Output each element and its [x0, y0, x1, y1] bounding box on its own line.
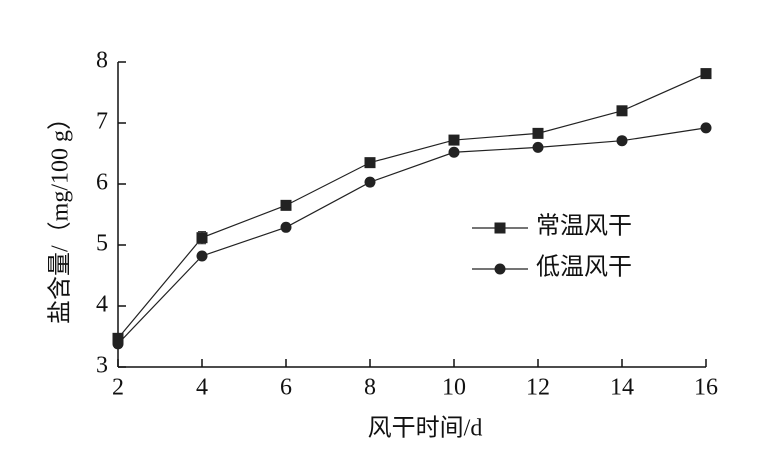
data-point — [700, 122, 712, 134]
legend-label: 低温风干 — [536, 254, 632, 281]
y-tick-label: 3 — [96, 353, 108, 379]
data-point — [364, 176, 376, 188]
x-tick-label: 8 — [364, 375, 376, 401]
series-line — [117, 127, 707, 345]
data-point — [700, 68, 712, 80]
legend-label: 常温风干 — [536, 213, 632, 240]
data-point — [196, 232, 208, 244]
x-axis-label: 风干时间/d — [368, 415, 483, 442]
x-tick-label: 12 — [526, 375, 550, 401]
x-tick-label: 6 — [280, 375, 292, 401]
legend-marker — [494, 263, 506, 275]
data-point — [616, 135, 628, 147]
y-tick-label: 8 — [96, 48, 108, 74]
data-point — [616, 105, 628, 117]
y-tick-label: 6 — [96, 170, 108, 196]
y-axis-label: 盐含量/（mg/100 g） — [47, 106, 74, 324]
y-tick-label: 7 — [96, 109, 108, 135]
x-tick-label: 2 — [112, 375, 124, 401]
x-tick-label: 10 — [442, 375, 466, 401]
data-point — [532, 141, 544, 153]
data-point — [448, 146, 460, 158]
y-tick-label: 5 — [96, 231, 108, 257]
data-point — [112, 338, 124, 350]
series-line — [117, 73, 707, 339]
data-point — [364, 157, 376, 169]
data-point — [532, 127, 544, 139]
legend-marker — [494, 222, 506, 234]
x-tick-label: 16 — [694, 375, 718, 401]
y-tick-label: 4 — [96, 292, 108, 318]
x-tick-label: 14 — [610, 375, 634, 401]
data-point — [280, 199, 292, 211]
data-point — [448, 134, 460, 146]
data-point — [280, 221, 292, 233]
x-tick-label: 4 — [196, 375, 208, 401]
data-point — [196, 250, 208, 262]
